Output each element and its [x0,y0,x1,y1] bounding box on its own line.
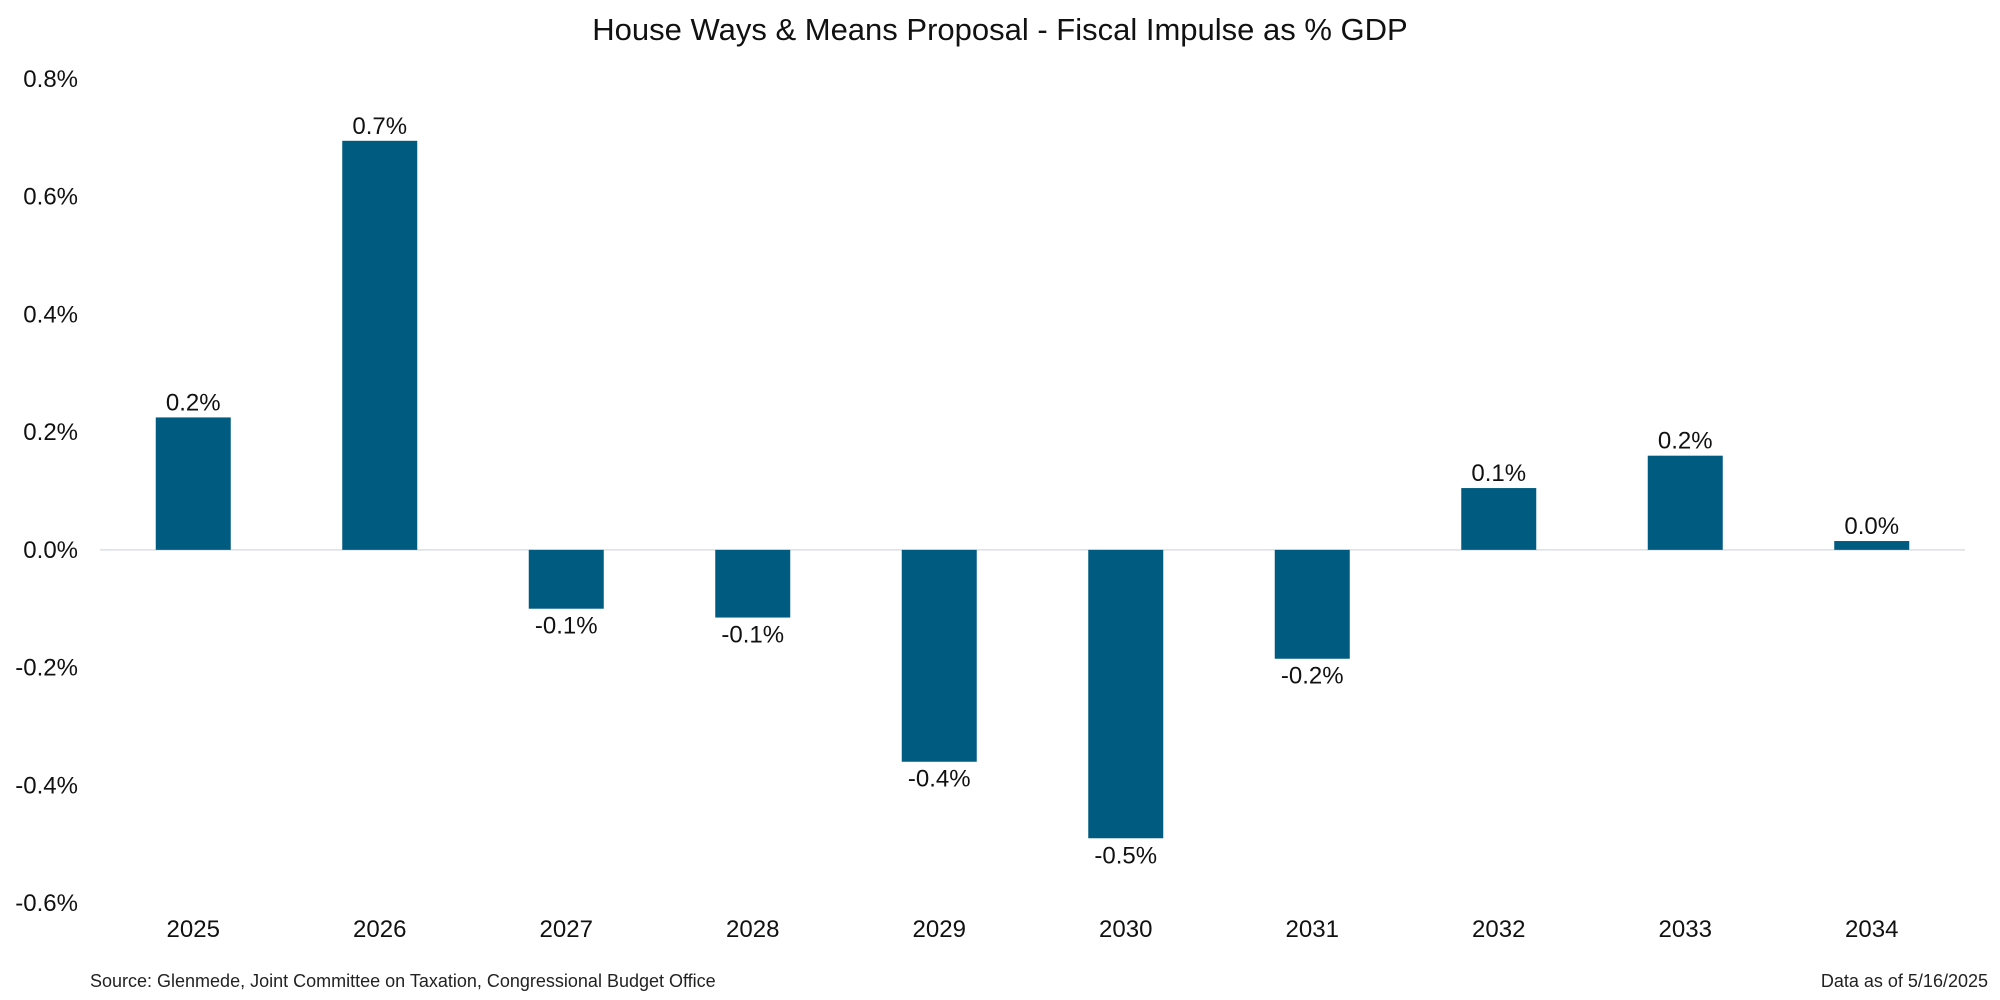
bar [342,140,418,550]
data-label: -0.5% [1094,842,1157,869]
x-tick-label: 2026 [353,916,406,943]
bar [155,417,231,550]
data-label: 0.7% [352,113,407,140]
bar [1834,541,1910,550]
data-label: -0.1% [721,622,784,649]
x-tick-label: 2027 [540,916,593,943]
y-tick-label: -0.4% [15,772,78,799]
y-tick-label: 0.6% [23,184,78,211]
bar [1088,549,1164,839]
bar [1647,455,1723,550]
data-label: -0.2% [1281,663,1344,690]
x-tick-label: 2031 [1286,916,1339,943]
y-tick-label: 0.2% [23,419,78,446]
y-tick-label: -0.2% [15,655,78,682]
chart-title: House Ways & Means Proposal - Fiscal Imp… [592,12,1408,47]
x-tick-label: 2029 [913,916,966,943]
x-tick-label: 2030 [1099,916,1152,943]
x-tick-label: 2034 [1845,916,1898,943]
x-tick-label: 2032 [1472,916,1525,943]
data-date-note: Data as of 5/16/2025 [1820,971,1988,991]
y-tick-label: 0.8% [23,66,78,93]
data-label: -0.1% [535,613,598,640]
x-tick-label: 2025 [167,916,220,943]
data-label: 0.0% [1844,513,1899,540]
x-tick-label: 2033 [1659,916,1712,943]
data-label: 0.1% [1471,460,1526,487]
bar [715,549,791,618]
bar [528,549,604,609]
data-label: 0.2% [1658,428,1713,455]
bar [1274,549,1350,659]
data-label: -0.4% [908,766,971,793]
x-tick-label: 2028 [726,916,779,943]
y-tick-label: -0.6% [15,890,78,917]
bar [901,549,977,762]
bar [1461,488,1537,550]
y-tick-label: 0.0% [23,537,78,564]
y-tick-label: 0.4% [23,301,78,328]
data-label: 0.2% [166,389,221,416]
source-note: Source: Glenmede, Joint Committee on Tax… [90,971,716,991]
